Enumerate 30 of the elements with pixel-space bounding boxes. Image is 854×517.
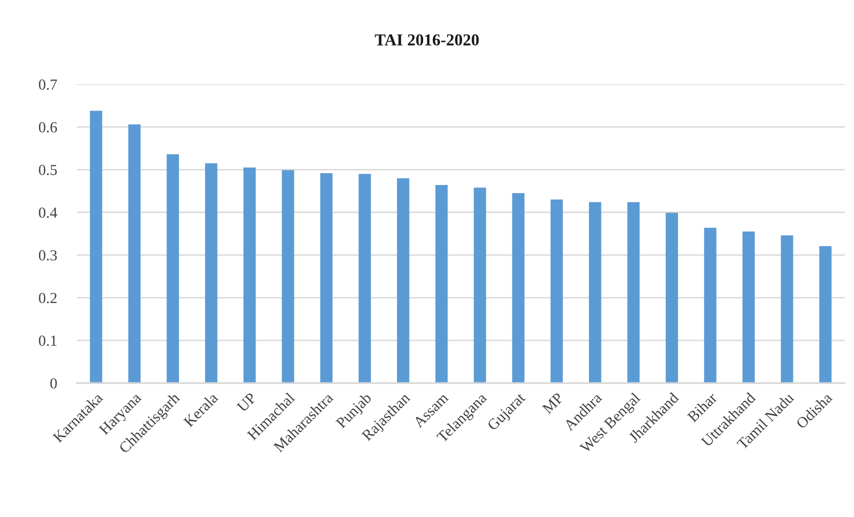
chart-title: TAI 2016-2020 — [374, 34, 479, 46]
bar — [666, 212, 678, 384]
bar — [128, 124, 141, 384]
bar — [512, 193, 524, 384]
y-tick-label: 0.2 — [38, 292, 57, 304]
bar — [474, 188, 486, 384]
bar — [166, 154, 179, 384]
y-tick-label: 0.1 — [38, 336, 56, 346]
bar — [704, 228, 716, 384]
x-tick-label: MP — [542, 392, 564, 414]
bar — [742, 232, 755, 384]
bar — [320, 173, 333, 384]
bar — [397, 178, 410, 384]
y-tick-label: 0.4 — [38, 207, 58, 218]
bar — [358, 174, 371, 384]
y-tick-label: 0.5 — [38, 164, 57, 176]
bar — [90, 110, 102, 384]
bar — [588, 202, 602, 384]
bar — [205, 163, 218, 384]
bar — [282, 170, 294, 384]
y-tick-label: 0.6 — [38, 122, 57, 132]
y-tick-label: 0 — [50, 378, 57, 389]
bar — [780, 235, 794, 384]
y-tick-label: 0.3 — [38, 250, 57, 261]
y-tick-label: 0.7 — [38, 79, 57, 90]
bar — [435, 185, 448, 384]
bar — [550, 200, 563, 384]
bar — [819, 246, 832, 384]
bar — [243, 168, 256, 384]
bar — [627, 202, 640, 384]
